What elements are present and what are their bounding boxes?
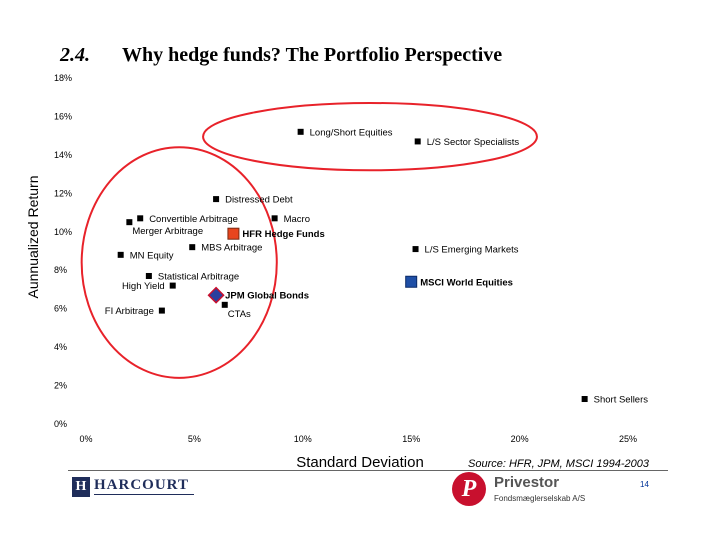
- mbs-arbitrage-label: MBS Arbitrage: [201, 243, 262, 254]
- ctas-marker: [221, 301, 228, 308]
- high-yield-marker: [169, 282, 176, 289]
- privestor-logo-subtitle: Fondsmæglerselskab A/S: [494, 494, 586, 503]
- macro-label: Macro: [284, 214, 310, 225]
- hfr-hedge-funds-marker: [227, 227, 240, 240]
- jpm-global-bonds-marker: [207, 286, 225, 304]
- highlight-ellipse: [202, 101, 538, 172]
- x-tick-label: 5%: [188, 434, 201, 444]
- l-s-sector-specialists-label: L/S Sector Specialists: [427, 137, 520, 148]
- slide-title-text: Why hedge funds? The Portfolio Perspecti…: [122, 44, 503, 66]
- hfr-hedge-funds-label: HFR Hedge Funds: [242, 229, 324, 240]
- x-tick-label: 20%: [511, 434, 529, 444]
- x-tick-label: 10%: [294, 434, 312, 444]
- highlight-ellipse: [80, 146, 278, 379]
- merger-arbitrage-label: Merger Arbitrage: [132, 226, 203, 237]
- high-yield-label: High Yield: [122, 281, 165, 292]
- harcourt-logo-name: HARCOURT: [94, 477, 189, 493]
- msci-world-equities-label: MSCI World Equities: [420, 277, 513, 288]
- mbs-arbitrage-marker: [189, 244, 196, 251]
- jpm-global-bonds-label: JPM Global Bonds: [225, 291, 309, 302]
- l-s-emerging-markets-label: L/S Emerging Markets: [425, 245, 519, 256]
- long-short-equities-marker: [297, 128, 304, 135]
- mn-equity-label: MN Equity: [130, 250, 174, 261]
- long-short-equities-label: Long/Short Equities: [310, 127, 393, 138]
- privestor-logo-mark: P: [452, 472, 486, 506]
- source-note: Source: HFR, JPM, MSCI 1994-2003: [468, 458, 649, 470]
- page-number: 14: [640, 480, 649, 489]
- l-s-sector-specialists-marker: [414, 138, 421, 145]
- distressed-debt-marker: [213, 196, 220, 203]
- fi-arbitrage-marker: [158, 307, 165, 314]
- statistical-arbitrage-label: Statistical Arbitrage: [158, 271, 239, 282]
- mn-equity-marker: [117, 251, 124, 258]
- y-tick-label: 12%: [54, 188, 72, 198]
- statistical-arbitrage-marker: [145, 272, 152, 279]
- merger-arbitrage-marker: [126, 219, 133, 226]
- y-tick-label: 14%: [54, 150, 72, 160]
- y-tick-label: 0%: [54, 419, 67, 429]
- y-tick-label: 16%: [54, 111, 72, 121]
- distressed-debt-label: Distressed Debt: [225, 195, 293, 206]
- short-sellers-label: Short Sellers: [594, 395, 649, 406]
- ctas-label: CTAs: [228, 309, 251, 320]
- y-tick-label: 18%: [54, 73, 72, 83]
- privestor-logo-name: Privestor: [494, 474, 560, 491]
- x-tick-label: 15%: [402, 434, 420, 444]
- l-s-emerging-markets-marker: [412, 246, 419, 253]
- fi-arbitrage-label: FI Arbitrage: [105, 306, 154, 317]
- x-axis-title: Standard Deviation: [296, 454, 424, 471]
- slide-number: 2.4.: [60, 44, 90, 66]
- y-tick-label: 4%: [54, 342, 67, 352]
- slide-title: 2.4. Why hedge funds? The Portfolio Pers…: [60, 44, 700, 78]
- convertible-arbitrage-marker: [137, 215, 144, 222]
- x-tick-label: 0%: [79, 434, 92, 444]
- x-tick-label: 25%: [619, 434, 637, 444]
- msci-world-equities-marker: [405, 275, 418, 288]
- short-sellers-marker: [581, 396, 588, 403]
- y-tick-label: 8%: [54, 265, 67, 275]
- y-tick-label: 2%: [54, 381, 67, 391]
- privestor-logo: P Privestor Fondsmæglerselskab A/S: [452, 470, 622, 510]
- footer-divider: [68, 470, 668, 471]
- harcourt-logo: H HARCOURT: [72, 474, 202, 500]
- y-tick-label: 6%: [54, 304, 67, 314]
- convertible-arbitrage-label: Convertible Arbitrage: [149, 214, 238, 225]
- harcourt-logo-rule: [94, 494, 194, 495]
- y-axis-title: Aunnualized Return: [25, 176, 41, 299]
- macro-marker: [271, 215, 278, 222]
- y-tick-label: 10%: [54, 227, 72, 237]
- harcourt-logo-mark: H: [72, 477, 90, 497]
